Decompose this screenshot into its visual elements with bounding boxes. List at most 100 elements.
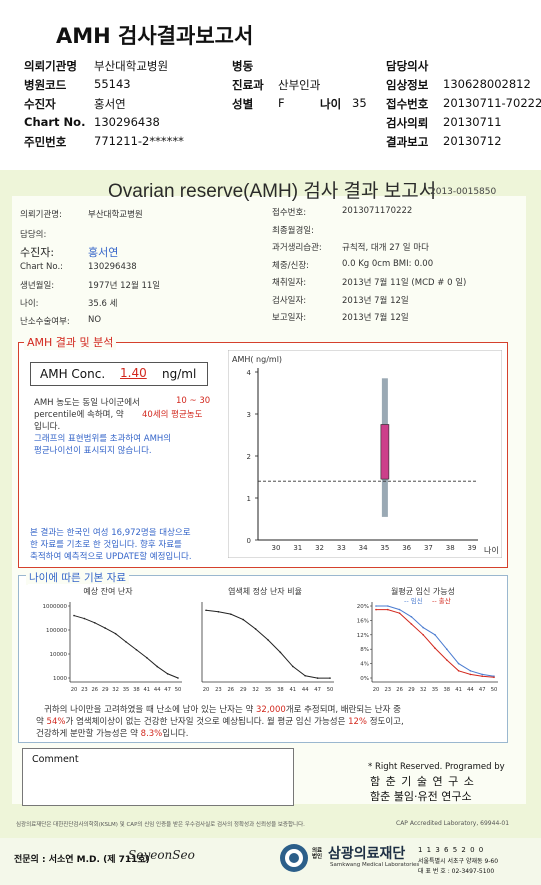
amh-x-tick-label-36: 36 [402, 544, 411, 552]
phone-line-3: 대 표 번 호 : 02-3497-5100 [418, 868, 495, 875]
amh-desc-1b: 10 ~ 30 [176, 396, 211, 406]
age-chart-3-x-label-3: 29 [408, 687, 415, 693]
age-chart-1-pt-0-3 [104, 627, 106, 629]
age-chart-3-x-label-7: 41 [455, 687, 462, 693]
age-chart-2-x-label-0: 20 [203, 687, 210, 693]
amh-y-tick-label-3: 3 [247, 411, 251, 419]
right-info-value-6: 2013년 7월 12일 [342, 313, 409, 323]
age-chart-1-x-label-6: 38 [133, 687, 140, 693]
age-chart-1-y-label-1: 100000 [46, 628, 67, 634]
age-chart-1-x-label-0: 20 [71, 687, 78, 693]
age-chart-2-x-label-1: 23 [215, 687, 222, 693]
header-v1-row-1: 55143 [94, 77, 131, 91]
header-v1-row-2: 홍서연 [94, 97, 126, 111]
legend-pregnancy: -- 임신 [404, 596, 423, 605]
report-title: Ovarian reserve(AMH) 검사 결과 보고서 [108, 181, 437, 202]
age-chart-2-x-label-8: 44 [302, 687, 309, 693]
left-info-label-3: Chart No.: [20, 262, 64, 272]
header-l1-row-3: Chart No. [24, 115, 86, 129]
header-l1-row-1: 병원코드 [24, 78, 67, 92]
age-chart-1-x-label-1: 23 [81, 687, 88, 693]
rights-line-3: 함춘 불임·유전 연구소 [370, 790, 472, 803]
amh-x-tick-label-34: 34 [359, 544, 368, 552]
age-chart-3-pt-0-2 [398, 608, 401, 611]
age-chart-1-y-label-0: 1000000 [43, 604, 68, 610]
age-chart-1-x-label-2: 26 [91, 687, 98, 693]
header-v4-row-3: 20130711 [443, 115, 502, 129]
header-v1-row-0: 부산대학교병원 [94, 59, 169, 73]
summary-line-2: 약 54%가 염색체이상이 없는 건강한 난자일 것으로 예상됩니다. 월 평균… [36, 717, 404, 727]
amh-desc-1a: AMH 농도는 동일 나이군에서 [34, 398, 140, 408]
left-info-value-6: NO [88, 315, 102, 325]
pregnancy-chance-chart: 월평균 임신 가능성 20 23 26 29 32 35 38 41 44 47 50 20% 16% 12… [342, 584, 504, 696]
amh-desc-3: 입니다. [34, 422, 61, 432]
header-l4-row-4: 결과보고 [386, 135, 429, 149]
amh-chart-frame [228, 350, 502, 558]
age-chart-1-title: 예상 잔여 난자 [83, 586, 133, 596]
report-number: 2013-0015850 [430, 187, 497, 197]
amh-conc-box [30, 362, 208, 386]
header-v1-row-3: 130296438 [94, 115, 160, 129]
age-chart-3-y-label-3: 8% [360, 647, 369, 653]
right-info-value-2: 규칙적, 대개 27 일 마다 [342, 243, 429, 253]
age-chart-3-pt-1-10 [493, 676, 495, 679]
right-info-label-6: 보고일자: [272, 313, 307, 323]
amh-y-tick-label-2: 2 [247, 453, 251, 461]
phone-line-2: 서울특별시 서초구 양재동 9-60 [418, 858, 499, 865]
amh-y-tick-label-4: 4 [247, 369, 252, 377]
age-chart-3-pt-1-2 [398, 612, 401, 614]
header-l3-row-2: 나이 [320, 97, 342, 111]
age-chart-2-x-label-6: 38 [277, 687, 284, 693]
age-chart-1-pt-0-1 [83, 617, 86, 620]
amh-x-tick-label-31: 31 [293, 544, 302, 552]
amh-desc-5: 평균나이선이 표시되지 않습니다. [34, 446, 152, 456]
footer [0, 838, 541, 885]
org-type: 의료법인 [312, 848, 323, 860]
left-info-label-1: 담당의: [20, 230, 47, 240]
amh-conc-unit: ng/ml [162, 367, 197, 381]
age-chart-3-x-label-9: 47 [479, 687, 486, 693]
header-l4-row-3: 검사의뢰 [386, 116, 429, 130]
header-l1-row-0: 의뢰기관명 [24, 59, 77, 73]
age-chart-3-pt-1-4 [422, 634, 424, 636]
left-info-label-5: 나이: [20, 299, 39, 309]
amh-percentile-box [380, 424, 390, 480]
age-chart-3-x-label-10: 50 [491, 687, 498, 693]
age-chart-3-y-label-5: 0% [360, 676, 369, 682]
age-chart-2-pt-0-6 [279, 651, 282, 654]
age-chart-3-pt-0-6 [446, 648, 448, 650]
age-chart-3-title: 월평균 임신 가능성 [391, 586, 455, 596]
age-chart-3-bg [342, 584, 504, 696]
age-chart-1-x-label-8: 44 [154, 687, 161, 693]
amh-y-label: AMH( ng/ml) [232, 355, 282, 364]
remaining-eggs-chart: 예상 잔여 난자 20 23 26 29 32 35 38 41 44 47 50 1000000 100… [28, 584, 188, 696]
age-chart-1-y-label-2: 10000 [50, 652, 68, 658]
age-chart-1-y-label-3: 1000 [53, 676, 67, 682]
legend-birth: -- 출산 [432, 596, 451, 605]
age-chart-3-pt-1-7 [457, 670, 460, 672]
header-l2-row-1: 진료과 [232, 78, 264, 92]
age-chart-3-y-label-1: 16% [357, 618, 369, 624]
age-chart-1-pt-0-2 [94, 621, 96, 624]
age-chart-3-x-label-8: 44 [467, 687, 474, 693]
amh-conc-value: 1.40 [120, 366, 147, 380]
age-chart-2-pt-0-2 [230, 613, 232, 615]
header-l1-row-2: 수진자 [24, 97, 56, 111]
age-chart-3-x-label-0: 20 [373, 687, 380, 693]
age-chart-3-x-label-6: 38 [443, 687, 450, 693]
left-info-value-2: 홍서연 [88, 246, 119, 259]
age-chart-2-pt-0-9 [316, 677, 319, 679]
right-info-label-0: 접수번호: [272, 208, 307, 218]
phone-line-1: 1 1 3 6 5 2 0 0 [418, 846, 485, 854]
age-chart-3-x-label-5: 35 [432, 687, 439, 693]
amh-note-2: 한 자료를 기초로 한 것입니다. 향후 자료를 [30, 540, 182, 550]
age-chart-3-pt-0-9 [481, 673, 483, 676]
left-info-label-6: 난소수술여부: [20, 317, 70, 327]
age-chart-3-pt-0-4 [422, 626, 424, 629]
age-chart-1-pt-0-10 [177, 677, 179, 679]
doctor-signature: SoyeonSeo [128, 848, 195, 862]
left-info-label-0: 의뢰기관명: [20, 210, 62, 220]
amh-x-tick-label-30: 30 [272, 544, 281, 552]
age-chart-1-x-label-3: 29 [102, 687, 109, 693]
